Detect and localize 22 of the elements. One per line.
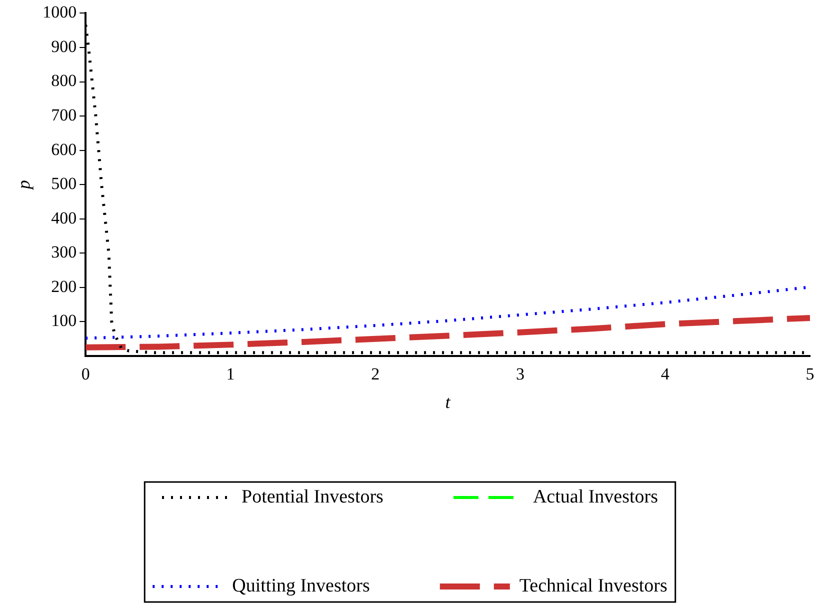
y-tick-label: 200 — [51, 276, 77, 296]
legend-label: Quitting Investors — [232, 575, 370, 596]
y-tick-label: 600 — [51, 140, 77, 159]
y-tick-label: 500 — [51, 174, 77, 194]
y-tick-label: 300 — [51, 242, 77, 262]
y-tick-label: 1000 — [42, 2, 77, 22]
x-tick-label: 3 — [516, 364, 524, 384]
x-tick-label: 0 — [81, 364, 90, 384]
x-tick-label: 4 — [660, 364, 670, 384]
legend-label: Actual Investors — [532, 486, 658, 508]
x-tick-label: 1 — [226, 364, 235, 384]
legend-label: Potential Investors — [242, 486, 384, 508]
legend-label: Technical Investors — [519, 575, 668, 596]
x-axis-title: t — [445, 392, 452, 412]
x-tick-label: 5 — [806, 364, 814, 384]
y-tick-label: 900 — [51, 36, 77, 56]
y-axis-title: p — [14, 180, 34, 192]
y-tick-label: 800 — [51, 71, 77, 90]
y-tick-label: 700 — [51, 106, 77, 125]
y-tick-label: 400 — [51, 208, 77, 228]
x-tick-label: 2 — [371, 364, 380, 384]
y-tick-label: 100 — [51, 311, 77, 330]
